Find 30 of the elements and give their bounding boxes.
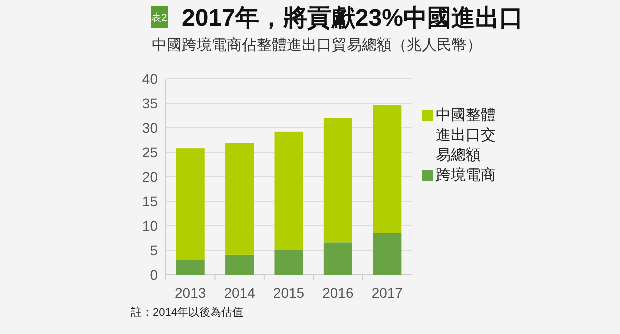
x-tick-label: 2015 [273, 285, 305, 301]
y-tick-label: 10 [142, 218, 158, 234]
y-tick-label: 35 [142, 96, 158, 112]
y-tick-label: 15 [142, 194, 158, 210]
text: 表2 [152, 12, 168, 24]
text: 註：2014年以後為估值 [131, 306, 244, 319]
bar [324, 118, 352, 243]
bar [274, 250, 304, 275]
bar [226, 254, 254, 275]
bar [226, 143, 254, 255]
x-tick-label: 2014 [224, 285, 256, 301]
bar [176, 260, 205, 275]
bar [274, 132, 304, 250]
legend-label: 跨境電商 [436, 166, 497, 186]
y-tick-label: 25 [142, 144, 158, 160]
y-tick-label: 40 [142, 71, 158, 87]
y-tick-label: 0 [150, 267, 158, 283]
x-tick-label: 2016 [322, 285, 354, 301]
x-tick-label: 2017 [372, 285, 404, 301]
legend-label: 中國整體進出口交易總額 [436, 106, 497, 166]
x-tick-label: 2013 [175, 285, 206, 301]
chart-title: 2017年，將貢獻23%中國進出口 [182, 5, 524, 32]
chart-subtitle: 中國跨境電商佔整體進出口貿易總額（兆人民幣） [152, 37, 482, 54]
y-tick-label: 5 [150, 242, 158, 258]
bar [373, 105, 402, 234]
y-tick-label: 30 [142, 120, 158, 136]
bar [373, 233, 402, 275]
bar [324, 242, 352, 275]
y-tick-label: 20 [142, 169, 158, 185]
bar [176, 148, 205, 260]
